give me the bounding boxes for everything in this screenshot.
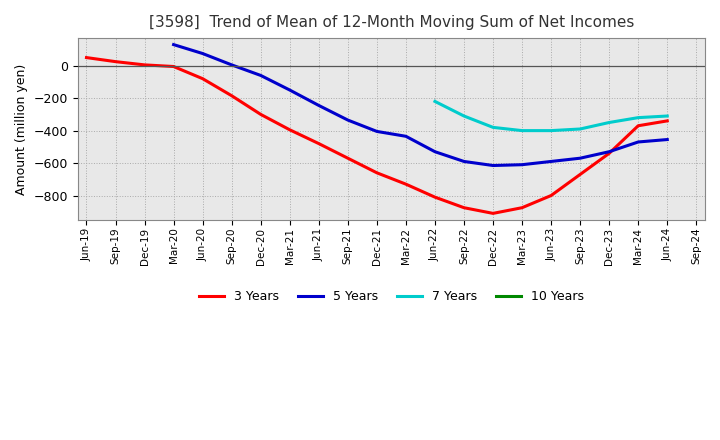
5 Years bbox=[489, 163, 498, 168]
7 Years bbox=[518, 128, 526, 133]
3 Years bbox=[315, 141, 323, 146]
5 Years bbox=[285, 88, 294, 93]
5 Years bbox=[576, 156, 585, 161]
5 Years bbox=[343, 117, 352, 123]
5 Years bbox=[459, 159, 468, 164]
3 Years bbox=[140, 62, 149, 67]
3 Years bbox=[634, 123, 642, 128]
3 Years bbox=[111, 59, 120, 64]
3 Years bbox=[198, 76, 207, 81]
3 Years bbox=[431, 194, 439, 200]
3 Years bbox=[402, 182, 410, 187]
3 Years bbox=[663, 118, 672, 124]
3 Years bbox=[256, 112, 265, 117]
Title: [3598]  Trend of Mean of 12-Month Moving Sum of Net Incomes: [3598] Trend of Mean of 12-Month Moving … bbox=[149, 15, 634, 30]
3 Years bbox=[459, 205, 468, 210]
3 Years bbox=[228, 93, 236, 99]
5 Years bbox=[169, 42, 178, 47]
5 Years bbox=[634, 139, 642, 145]
3 Years bbox=[576, 172, 585, 177]
5 Years bbox=[228, 62, 236, 67]
3 Years bbox=[372, 170, 381, 176]
3 Years bbox=[169, 64, 178, 69]
3 Years bbox=[605, 150, 613, 156]
5 Years bbox=[198, 51, 207, 56]
Line: 5 Years: 5 Years bbox=[174, 44, 667, 165]
7 Years bbox=[663, 114, 672, 119]
Line: 7 Years: 7 Years bbox=[435, 101, 667, 131]
3 Years bbox=[546, 193, 555, 198]
5 Years bbox=[431, 149, 439, 154]
3 Years bbox=[82, 55, 91, 60]
5 Years bbox=[315, 103, 323, 108]
7 Years bbox=[576, 126, 585, 132]
3 Years bbox=[343, 156, 352, 161]
5 Years bbox=[402, 134, 410, 139]
5 Years bbox=[605, 149, 613, 154]
3 Years bbox=[285, 127, 294, 132]
5 Years bbox=[256, 73, 265, 78]
Legend: 3 Years, 5 Years, 7 Years, 10 Years: 3 Years, 5 Years, 7 Years, 10 Years bbox=[194, 285, 589, 308]
7 Years bbox=[605, 120, 613, 125]
5 Years bbox=[663, 137, 672, 142]
Y-axis label: Amount (million yen): Amount (million yen) bbox=[15, 63, 28, 194]
7 Years bbox=[431, 99, 439, 104]
Line: 3 Years: 3 Years bbox=[86, 58, 667, 213]
7 Years bbox=[489, 125, 498, 130]
5 Years bbox=[518, 162, 526, 167]
7 Years bbox=[459, 114, 468, 119]
7 Years bbox=[546, 128, 555, 133]
3 Years bbox=[518, 205, 526, 210]
5 Years bbox=[546, 159, 555, 164]
3 Years bbox=[489, 211, 498, 216]
7 Years bbox=[634, 115, 642, 120]
5 Years bbox=[372, 129, 381, 134]
